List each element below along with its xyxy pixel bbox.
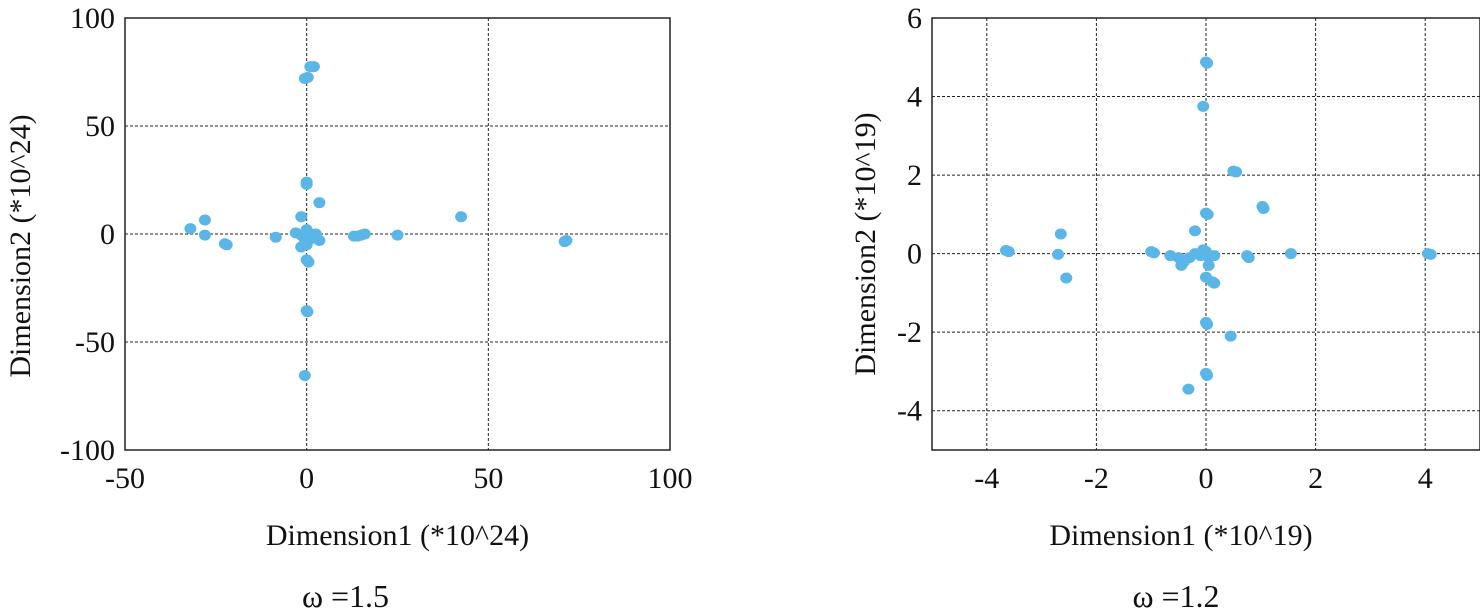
data-point	[307, 61, 320, 73]
x-tick-label: -2	[1084, 462, 1109, 495]
data-point	[1242, 252, 1255, 264]
x-axis-label: Dimension1 (*10^19)	[1049, 519, 1312, 552]
data-point	[1189, 225, 1202, 237]
data-point	[391, 229, 404, 241]
data-point	[295, 211, 308, 223]
data-point	[301, 71, 314, 83]
data-point	[1060, 272, 1073, 284]
data-point	[1201, 369, 1214, 381]
data-point	[455, 211, 468, 223]
data-point	[1197, 244, 1210, 256]
data-point	[1182, 383, 1195, 395]
chart-caption: ω =1.2	[1132, 578, 1219, 614]
data-point	[1202, 259, 1215, 271]
data-point	[300, 178, 313, 190]
data-point	[184, 223, 197, 235]
data-point	[1256, 201, 1269, 213]
data-point	[1147, 247, 1160, 259]
data-point	[298, 369, 311, 381]
chart-caption: ω =1.5	[302, 578, 389, 614]
y-tick-label: -100	[60, 434, 115, 467]
data-point	[1054, 228, 1067, 240]
data-point	[1224, 330, 1237, 342]
x-axis-label: Dimension1 (*10^24)	[266, 519, 529, 552]
plot-frame	[124, 17, 671, 451]
x-tick-label: 0	[299, 462, 314, 495]
data-point	[300, 239, 313, 251]
data-point	[198, 229, 211, 241]
x-tick-label: 100	[648, 462, 693, 495]
data-point	[1208, 277, 1221, 289]
y-tick-label: 50	[85, 110, 115, 143]
data-point	[1284, 248, 1297, 260]
data-point	[1201, 318, 1214, 330]
chart-omega-1-2: -4 -2 0 2 4 -4 -2 0 2 4 6 Dimension1 (*10^19) Dimens…	[849, 2, 1480, 614]
data-point	[1208, 250, 1221, 262]
data-point	[1197, 100, 1210, 112]
y-tick-label: -4	[897, 395, 922, 428]
x-tick-label: 0	[1199, 462, 1214, 495]
y-tick-label: 4	[907, 81, 922, 114]
data-point	[1002, 246, 1015, 258]
data-point	[1201, 57, 1214, 69]
data-point	[1201, 208, 1214, 220]
y-tick-label: 6	[907, 2, 922, 35]
data-point	[358, 228, 371, 240]
x-tick-label: -50	[105, 462, 145, 495]
y-tick-label: 100	[70, 2, 115, 35]
data-point	[198, 214, 211, 226]
x-tick-label: -4	[974, 462, 999, 495]
y-tick-label: 0	[100, 218, 115, 251]
y-tick-label: -2	[897, 316, 922, 349]
data-point	[307, 231, 320, 243]
data-point	[220, 239, 233, 251]
y-tick-label: 2	[907, 159, 922, 192]
data-point	[560, 234, 573, 246]
x-tick-label: 50	[473, 462, 503, 495]
data-point	[1424, 248, 1437, 260]
data-point	[1230, 166, 1243, 178]
data-point	[301, 306, 314, 318]
data-point	[313, 197, 326, 209]
x-tick-label: 2	[1308, 462, 1323, 495]
y-tick-label: 0	[907, 238, 922, 271]
y-axis-label: Dimension2 (*10^19)	[849, 112, 882, 375]
y-tick-label: -50	[75, 326, 115, 359]
y-axis-label: Dimension2 (*10^24)	[4, 114, 37, 377]
data-point	[269, 231, 282, 243]
plot-frame	[931, 17, 1480, 451]
data-point	[1052, 248, 1065, 260]
data-point	[1175, 259, 1188, 271]
data-point	[302, 256, 315, 268]
x-tick-label: 4	[1418, 462, 1433, 495]
